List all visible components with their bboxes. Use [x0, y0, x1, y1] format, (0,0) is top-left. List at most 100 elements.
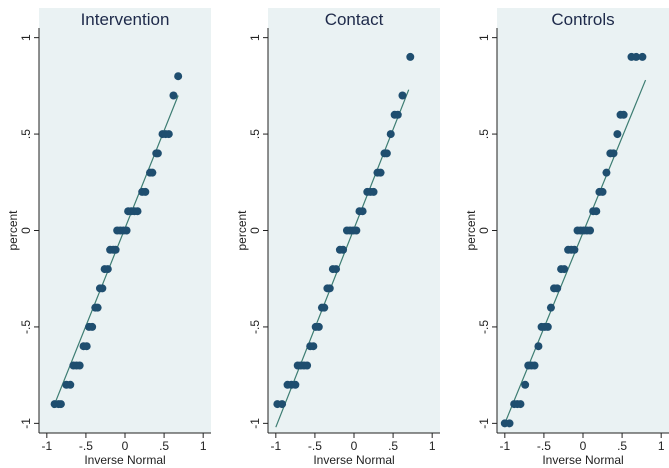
y-tick-label: 0	[477, 227, 491, 234]
y-tick-label: 0	[19, 227, 33, 234]
data-point	[82, 342, 91, 351]
y-tick-label: 1	[19, 34, 33, 41]
data-point	[141, 187, 150, 196]
y-tick-label: .5	[19, 129, 33, 139]
data-point	[505, 419, 514, 428]
data-point	[303, 361, 312, 370]
y-tick-label: .5	[477, 129, 491, 139]
data-point	[122, 226, 131, 235]
x-tick-label: -.5	[79, 439, 93, 453]
data-point	[103, 265, 112, 274]
data-point	[332, 265, 341, 274]
data-point	[148, 168, 157, 177]
y-axis-title: percent	[6, 210, 20, 251]
data-point	[369, 187, 378, 196]
y-tick-label: 1	[248, 34, 262, 41]
data-point	[553, 284, 562, 293]
data-point	[88, 322, 97, 331]
data-point	[592, 207, 601, 216]
data-point	[98, 284, 107, 293]
data-point	[521, 380, 530, 389]
y-axis-title: percent	[235, 210, 249, 251]
data-point	[382, 149, 391, 158]
panel-title: Intervention	[81, 10, 170, 29]
data-point	[586, 226, 595, 235]
data-point	[56, 400, 65, 409]
data-point	[291, 380, 300, 389]
data-point	[358, 207, 367, 216]
data-point	[406, 52, 415, 61]
data-point	[339, 245, 348, 254]
y-tick-label: -1	[19, 418, 33, 429]
x-tick-label: 1	[429, 439, 436, 453]
data-point	[560, 265, 569, 274]
panel-title-band	[268, 8, 440, 28]
data-point	[169, 91, 178, 100]
x-tick-label: 0	[351, 439, 358, 453]
x-tick-label: 0	[122, 439, 129, 453]
y-tick-label: -.5	[248, 320, 262, 334]
data-point	[278, 400, 287, 409]
x-tick-label: 0	[580, 439, 587, 453]
panel-1: Intervention -1 -.5 0 .5 1 -1 -.5 0 .5 1 percent Inv…	[6, 8, 211, 467]
data-point	[309, 342, 318, 351]
x-tick-label: 1	[658, 439, 665, 453]
data-point	[613, 130, 622, 139]
data-point	[602, 168, 611, 177]
data-point	[66, 380, 75, 389]
panel-2: Contact -1 -.5 0 .5 1 -1 -.5 0 .5 1 percent Inverse …	[235, 8, 440, 467]
data-point	[133, 207, 142, 216]
y-tick-label: -1	[477, 418, 491, 429]
data-point	[320, 303, 329, 312]
y-axis-title: percent	[464, 210, 478, 251]
x-axis-title: Inverse Normal	[542, 453, 623, 467]
data-point	[516, 400, 525, 409]
y-tick-label: .5	[248, 129, 262, 139]
data-point	[314, 322, 323, 331]
data-point	[543, 322, 552, 331]
reference-line	[275, 89, 410, 428]
panel-title: Controls	[551, 10, 614, 29]
data-point	[398, 91, 407, 100]
x-tick-label: .5	[388, 439, 398, 453]
data-point	[93, 303, 102, 312]
data-point	[111, 245, 120, 254]
y-tick-label: 1	[477, 34, 491, 41]
data-point	[325, 284, 334, 293]
data-point	[352, 226, 361, 235]
data-point	[393, 110, 402, 119]
data-point	[164, 130, 173, 139]
x-tick-label: .5	[617, 439, 627, 453]
x-axis-title: Inverse Normal	[313, 453, 394, 467]
data-point	[619, 110, 628, 119]
x-tick-label: -1	[499, 439, 510, 453]
x-tick-label: 1	[200, 439, 207, 453]
x-axis-title: Inverse Normal	[84, 453, 165, 467]
x-tick-label: -.5	[537, 439, 551, 453]
panel-title-band	[497, 8, 669, 28]
x-tick-label: -1	[270, 439, 281, 453]
data-point	[570, 245, 579, 254]
panel-title-band	[39, 8, 211, 28]
x-tick-label: -1	[41, 439, 52, 453]
x-tick-label: -.5	[308, 439, 322, 453]
data-point	[546, 303, 555, 312]
x-tick-label: .5	[159, 439, 169, 453]
data-point	[534, 342, 543, 351]
y-tick-label: -.5	[477, 320, 491, 334]
data-point	[386, 130, 395, 139]
data-point	[638, 52, 647, 61]
y-tick-label: -.5	[19, 320, 33, 334]
panel-title: Contact	[325, 10, 384, 29]
data-point	[530, 361, 539, 370]
data-point	[598, 187, 607, 196]
y-tick-label: -1	[248, 418, 262, 429]
data-point	[153, 149, 162, 158]
data-point	[376, 168, 385, 177]
panel-3: Controls -1 -.5 0 .5 1 -1 -.5 0 .5 1 percent Inverse…	[464, 8, 669, 467]
data-point	[174, 72, 183, 81]
data-point	[609, 149, 618, 158]
data-point	[75, 361, 84, 370]
data-point	[632, 52, 641, 61]
